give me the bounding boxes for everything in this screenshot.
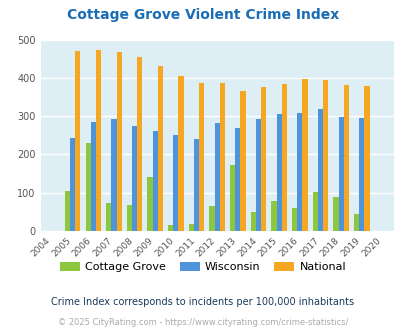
Bar <box>281 84 286 231</box>
Bar <box>260 87 266 231</box>
Bar <box>173 135 178 231</box>
Bar <box>333 197 338 231</box>
Bar <box>343 85 348 231</box>
Bar <box>302 79 307 231</box>
Bar <box>317 109 322 231</box>
Bar <box>271 201 276 231</box>
Bar <box>235 128 240 231</box>
Bar <box>65 191 70 231</box>
Bar <box>194 139 198 231</box>
Bar <box>90 122 96 231</box>
Bar <box>178 76 183 231</box>
Bar <box>255 119 260 231</box>
Bar <box>312 192 317 231</box>
Bar <box>296 114 302 231</box>
Bar <box>198 83 204 231</box>
Text: Crime Index corresponds to incidents per 100,000 inhabitants: Crime Index corresponds to incidents per… <box>51 297 354 307</box>
Legend: Cottage Grove, Wisconsin, National: Cottage Grove, Wisconsin, National <box>55 257 350 277</box>
Bar <box>137 57 142 231</box>
Bar <box>152 131 158 231</box>
Bar <box>147 178 152 231</box>
Bar <box>338 117 343 231</box>
Bar <box>230 165 235 231</box>
Bar <box>132 126 137 231</box>
Bar <box>168 225 173 231</box>
Bar <box>276 114 281 231</box>
Bar <box>116 52 121 231</box>
Bar <box>291 208 296 231</box>
Bar <box>240 90 245 231</box>
Bar <box>363 86 369 231</box>
Bar <box>358 118 363 231</box>
Text: Cottage Grove Violent Crime Index: Cottage Grove Violent Crime Index <box>67 8 338 22</box>
Bar <box>219 83 224 231</box>
Bar <box>126 205 132 231</box>
Bar <box>106 203 111 231</box>
Bar <box>322 80 327 231</box>
Bar <box>85 143 90 231</box>
Bar <box>111 119 116 231</box>
Bar <box>75 51 80 231</box>
Bar <box>209 206 214 231</box>
Bar <box>188 224 194 231</box>
Bar <box>353 214 358 231</box>
Bar <box>250 212 255 231</box>
Bar <box>158 66 162 231</box>
Bar <box>214 123 219 231</box>
Bar <box>70 138 75 231</box>
Text: © 2025 CityRating.com - https://www.cityrating.com/crime-statistics/: © 2025 CityRating.com - https://www.city… <box>58 318 347 327</box>
Bar <box>96 50 101 231</box>
